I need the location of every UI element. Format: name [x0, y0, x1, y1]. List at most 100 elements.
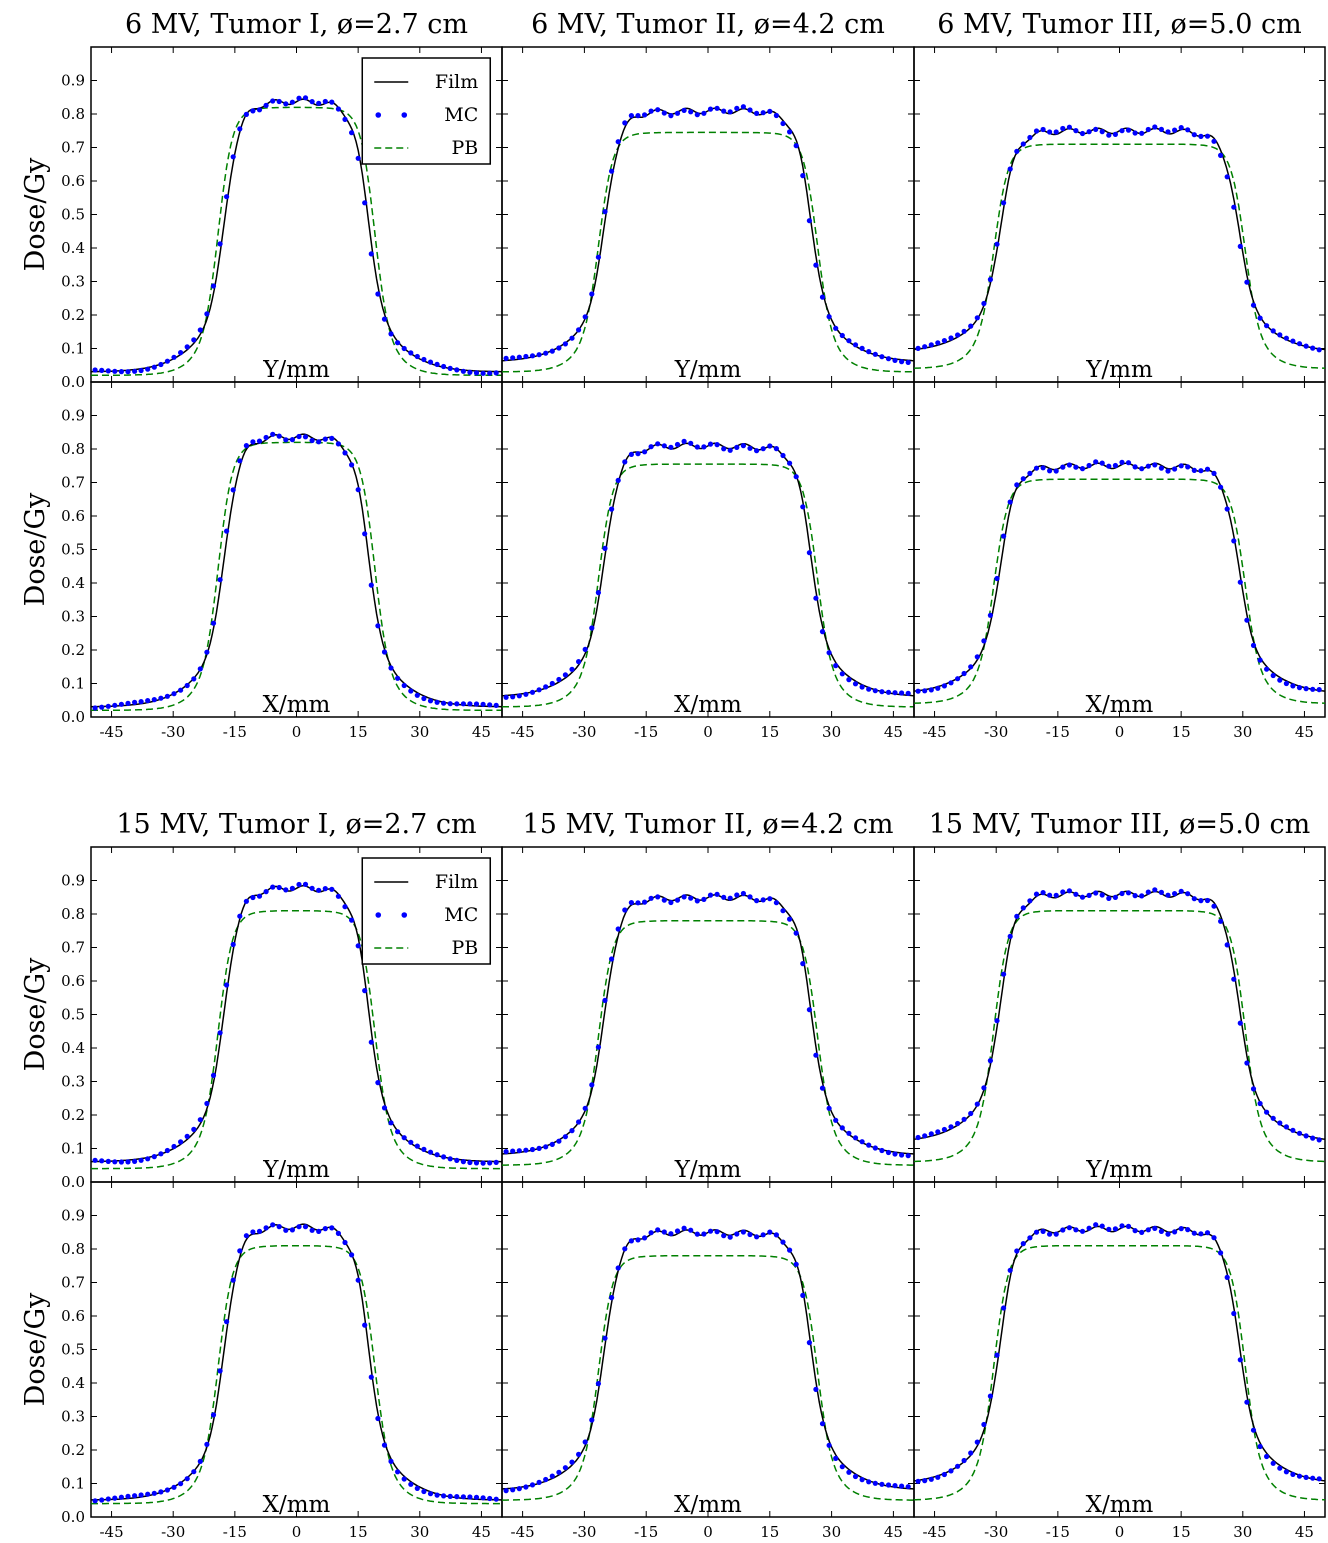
- mc-point: [132, 1493, 138, 1499]
- mc-point: [349, 917, 355, 923]
- mc-point: [1020, 476, 1026, 482]
- mc-point: [760, 897, 766, 903]
- mc-point: [622, 120, 628, 126]
- mc-point: [1112, 1226, 1118, 1232]
- mc-point: [948, 1124, 954, 1130]
- mc-point: [961, 1457, 967, 1464]
- mc-point: [322, 436, 328, 442]
- mc-point: [1125, 127, 1132, 133]
- mc-point: [1264, 1109, 1270, 1115]
- mc-point: [628, 113, 635, 119]
- x-tick-label: 45: [1295, 1523, 1314, 1541]
- legend: Film MC PB: [361, 857, 492, 965]
- mc-point: [1007, 1267, 1013, 1273]
- mc-point: [1165, 892, 1171, 898]
- x-tick-label: 30: [1233, 1523, 1252, 1541]
- y-tick-label: 0.9: [61, 407, 85, 425]
- panel-8: 15 MV, Tumor II, ø=4.2 cm Y/mm: [501, 809, 915, 1183]
- y-tick-label: 0.9: [61, 72, 85, 90]
- mc-point: [740, 104, 747, 110]
- mc-point: [151, 364, 157, 370]
- mc-point: [767, 108, 773, 114]
- mc-point: [974, 315, 980, 321]
- mc-point: [434, 1152, 440, 1158]
- mc-point: [105, 368, 111, 374]
- mc-point: [395, 1469, 401, 1475]
- mc-point: [1218, 1250, 1224, 1256]
- x-tick-label: 30: [410, 1523, 429, 1541]
- mc-point: [941, 683, 948, 689]
- mc-point: [118, 369, 124, 375]
- mc-point: [754, 1234, 760, 1240]
- mc-point: [1106, 895, 1112, 902]
- mc-point: [948, 680, 954, 686]
- mc-point: [1119, 890, 1125, 897]
- mc-point: [1290, 1471, 1296, 1477]
- mc-point: [256, 1228, 263, 1234]
- mc-point: [915, 1134, 921, 1141]
- mc-point: [164, 358, 170, 364]
- mc-point: [1152, 462, 1158, 468]
- mc-point: [961, 1116, 967, 1122]
- mc-point: [395, 340, 401, 346]
- mc-point: [388, 665, 394, 671]
- mc-point: [549, 1141, 555, 1147]
- mc-point: [1007, 166, 1013, 172]
- x-tick-label: -15: [1046, 1523, 1070, 1541]
- mc-point: [701, 110, 707, 116]
- y-tick-label: 0.5: [61, 1006, 85, 1024]
- y-tick-label: 0.0: [61, 373, 85, 391]
- mc-point: [296, 433, 302, 440]
- mc-point: [589, 1417, 595, 1423]
- y-tick-label: 0.2: [61, 641, 85, 659]
- mc-point: [1224, 506, 1230, 512]
- mc-point: [648, 108, 654, 114]
- mc-point: [701, 896, 707, 903]
- mc-point: [846, 677, 852, 683]
- mc-point: [935, 1129, 941, 1135]
- mc-point: [1145, 889, 1151, 895]
- mc-point: [1066, 888, 1072, 894]
- mc-point: [217, 1030, 223, 1036]
- mc-point: [800, 504, 806, 510]
- mc-point: [145, 698, 151, 704]
- mc-point: [427, 698, 434, 704]
- mc-point: [648, 444, 654, 450]
- mc-point: [270, 98, 276, 104]
- mc-point: [362, 200, 368, 206]
- mc-point: [503, 694, 509, 700]
- mc-point: [92, 367, 98, 373]
- mc-point: [1172, 127, 1178, 133]
- film-series-line: [90, 433, 503, 708]
- mc-point: [138, 367, 144, 374]
- mc-point: [1303, 1133, 1309, 1139]
- mc-point: [434, 699, 440, 705]
- mc-point: [224, 982, 230, 988]
- mc-point: [1244, 279, 1250, 285]
- mc-point: [1086, 129, 1092, 135]
- mc-point: [1086, 1225, 1092, 1231]
- mc-point: [414, 1485, 420, 1491]
- y-axis-label: Dose/Gy: [20, 157, 51, 271]
- panel-title: 6 MV, Tumor II, ø=4.2 cm: [531, 9, 885, 40]
- mc-point: [1053, 468, 1059, 474]
- mc-point: [1316, 687, 1322, 693]
- mc-point: [754, 448, 760, 454]
- y-tick-label: 0.1: [61, 340, 85, 358]
- mc-point: [335, 106, 341, 112]
- mc-point: [171, 691, 177, 697]
- mc-point: [852, 1473, 859, 1480]
- mc-point: [1191, 132, 1197, 138]
- mc-point: [388, 331, 394, 337]
- mc-point: [480, 1160, 486, 1166]
- mc-point: [184, 1476, 190, 1482]
- mc-point: [899, 690, 905, 696]
- mc-point: [536, 1145, 542, 1151]
- mc-point: [589, 625, 595, 631]
- mc-point: [635, 451, 641, 457]
- mc-point: [1185, 1227, 1191, 1233]
- mc-point: [421, 1488, 427, 1495]
- mc-point: [1231, 1310, 1237, 1317]
- mc-point: [1277, 1120, 1283, 1126]
- y-tick-label: 0.1: [61, 675, 85, 693]
